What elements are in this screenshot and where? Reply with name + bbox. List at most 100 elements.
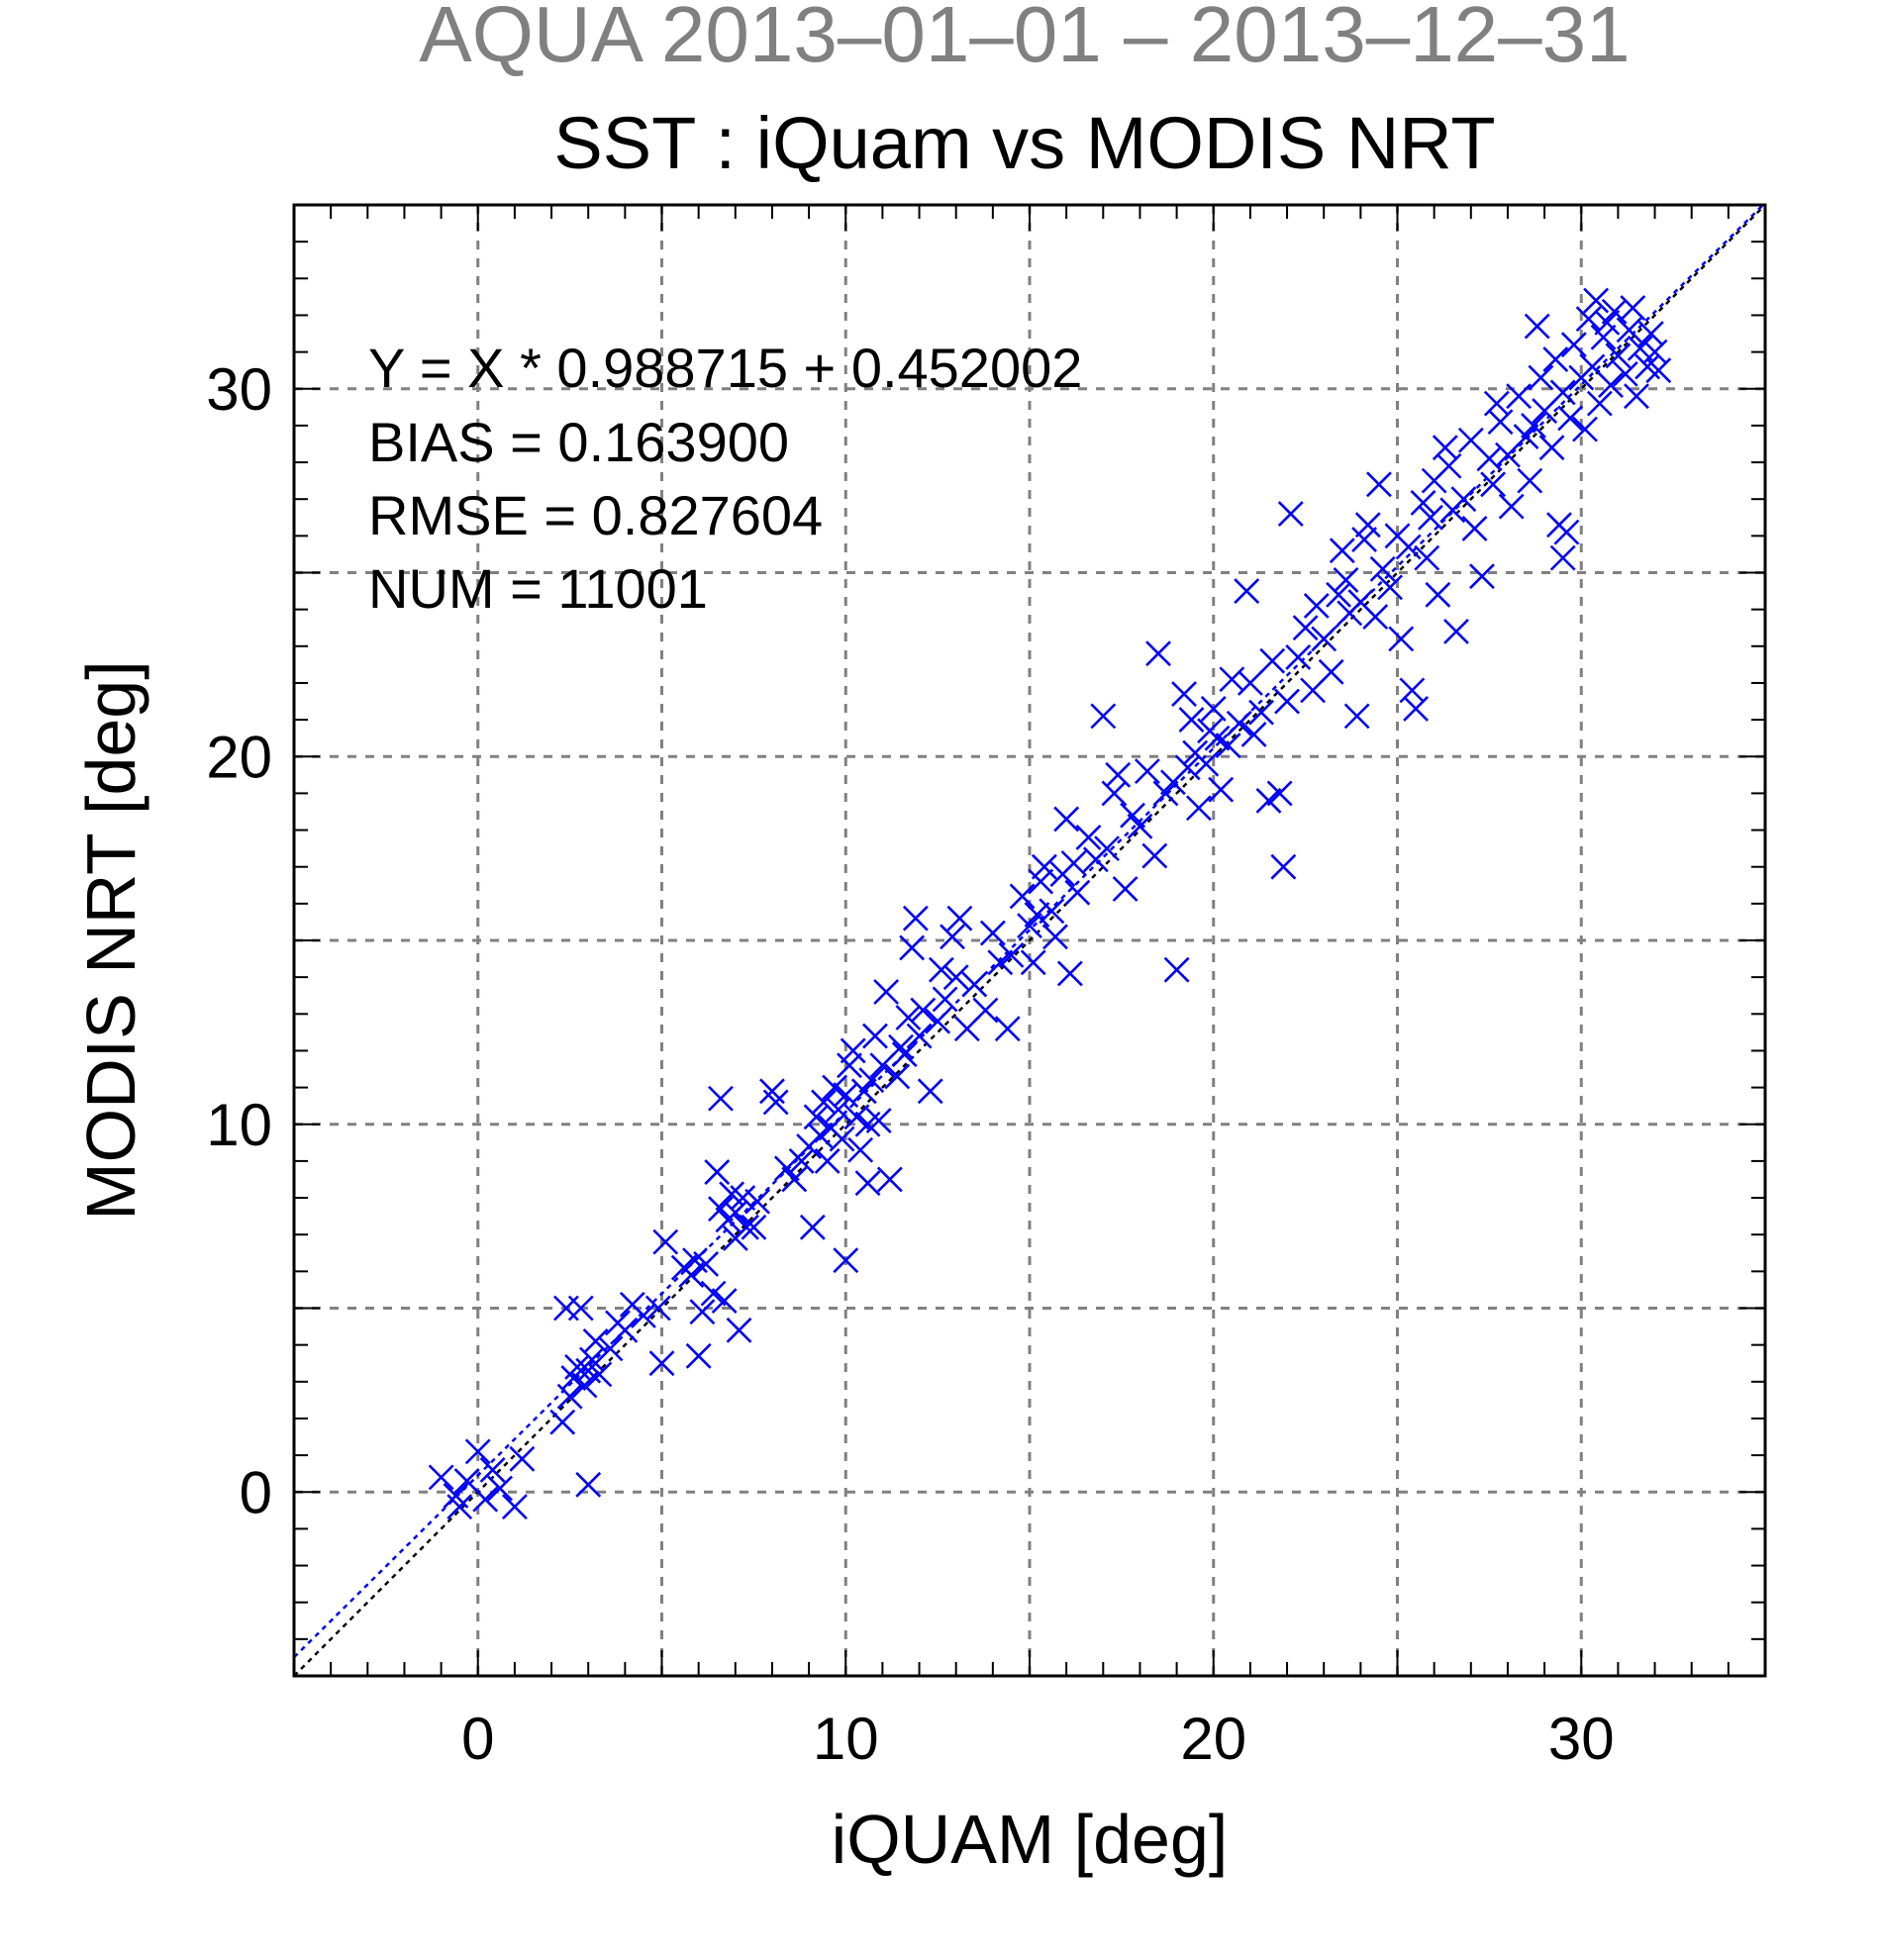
x-tick-label: 0 xyxy=(461,1706,494,1772)
data-point xyxy=(811,1089,837,1116)
data-point xyxy=(1369,555,1396,582)
data-point xyxy=(891,1041,918,1068)
data-point xyxy=(862,1023,888,1049)
data-point xyxy=(1395,534,1422,560)
data-point xyxy=(833,1247,859,1274)
data-point xyxy=(1017,913,1042,939)
data-point xyxy=(693,1251,719,1277)
data-point xyxy=(1200,696,1227,722)
data-point xyxy=(799,1214,826,1240)
data-point xyxy=(1343,703,1370,730)
data-point xyxy=(1388,626,1415,652)
data-point xyxy=(1163,956,1190,983)
data-point xyxy=(917,1078,943,1105)
data-point xyxy=(773,1155,800,1182)
data-point xyxy=(1024,902,1050,928)
data-point xyxy=(906,1023,933,1049)
data-point xyxy=(825,1096,851,1123)
data-point xyxy=(1549,379,1576,406)
data-point xyxy=(1524,313,1550,340)
data-point xyxy=(928,956,954,983)
data-point xyxy=(652,1228,679,1255)
data-point xyxy=(1598,372,1624,398)
data-point xyxy=(1425,581,1451,608)
data-point xyxy=(1586,390,1613,417)
data-point xyxy=(730,1185,756,1211)
data-point xyxy=(1248,699,1274,726)
data-point xyxy=(1208,776,1235,803)
data-point xyxy=(1056,960,1083,987)
data-point xyxy=(1197,718,1223,744)
data-point xyxy=(1240,722,1267,747)
data-point xyxy=(1255,787,1282,814)
data-point xyxy=(1483,390,1510,417)
data-point xyxy=(1094,835,1120,862)
data-point xyxy=(850,1078,877,1105)
data-point xyxy=(1521,412,1546,439)
data-point xyxy=(1362,604,1389,630)
data-point xyxy=(1583,287,1610,314)
data-point xyxy=(1270,853,1297,880)
data-point xyxy=(1624,383,1649,410)
data-point xyxy=(895,1005,922,1030)
data-point xyxy=(1366,471,1392,498)
data-point xyxy=(1432,435,1458,461)
data-point xyxy=(1226,710,1252,736)
data-point xyxy=(1637,321,1664,346)
data-point xyxy=(925,1008,951,1034)
data-point xyxy=(708,1085,734,1112)
data-point xyxy=(1237,670,1263,696)
data-point xyxy=(940,924,965,950)
y-axis-label: MODIS NRT [deg] xyxy=(72,660,149,1220)
stats-line-fit: Y = X * 0.988715 + 0.452002 xyxy=(368,337,1082,399)
data-point xyxy=(1145,640,1171,667)
data-point xyxy=(1443,619,1469,644)
data-point xyxy=(858,1067,885,1094)
y-tick-label: 20 xyxy=(206,724,272,790)
data-point xyxy=(1171,681,1197,708)
data-point xyxy=(1461,516,1488,541)
data-point xyxy=(814,1147,841,1174)
data-point xyxy=(1215,733,1241,759)
data-point xyxy=(1039,898,1065,925)
data-point xyxy=(987,949,1014,976)
stats-annotation: Y = X * 0.988715 + 0.452002 BIAS = 0.163… xyxy=(368,337,1082,620)
data-point xyxy=(1277,501,1304,527)
data-point xyxy=(564,1354,590,1380)
data-point xyxy=(884,1063,911,1090)
data-point xyxy=(1274,688,1300,715)
chart-subtitle: SST : iQuam vs MODIS NRT xyxy=(553,102,1495,184)
data-point xyxy=(711,1288,738,1314)
data-point xyxy=(1031,853,1057,880)
data-point xyxy=(487,1475,513,1502)
data-point xyxy=(1450,486,1477,513)
stats-line-rmse: RMSE = 0.827604 xyxy=(368,484,823,546)
data-point xyxy=(1101,780,1128,807)
data-point xyxy=(1292,615,1319,641)
data-point xyxy=(876,1166,903,1193)
data-point xyxy=(575,1471,602,1498)
reference-lines xyxy=(293,201,1766,1677)
data-point xyxy=(1020,949,1046,976)
data-point xyxy=(1594,309,1621,336)
identity-line xyxy=(293,204,1766,1677)
data-point xyxy=(612,1317,639,1343)
data-point xyxy=(1645,357,1672,384)
data-point xyxy=(631,1303,656,1328)
data-point xyxy=(942,964,969,991)
data-point xyxy=(1285,644,1312,670)
fit-line xyxy=(293,201,1766,1659)
data-point xyxy=(1064,879,1091,906)
data-point xyxy=(734,1214,759,1240)
data-point xyxy=(556,1383,583,1410)
data-point xyxy=(1498,493,1525,520)
data-point xyxy=(902,905,929,931)
data-point xyxy=(1134,758,1160,785)
data-point xyxy=(744,1188,771,1215)
data-point xyxy=(1152,780,1179,807)
data-point xyxy=(1487,409,1514,436)
data-point xyxy=(479,1457,506,1483)
data-point xyxy=(1120,802,1145,829)
data-point xyxy=(1549,544,1576,571)
